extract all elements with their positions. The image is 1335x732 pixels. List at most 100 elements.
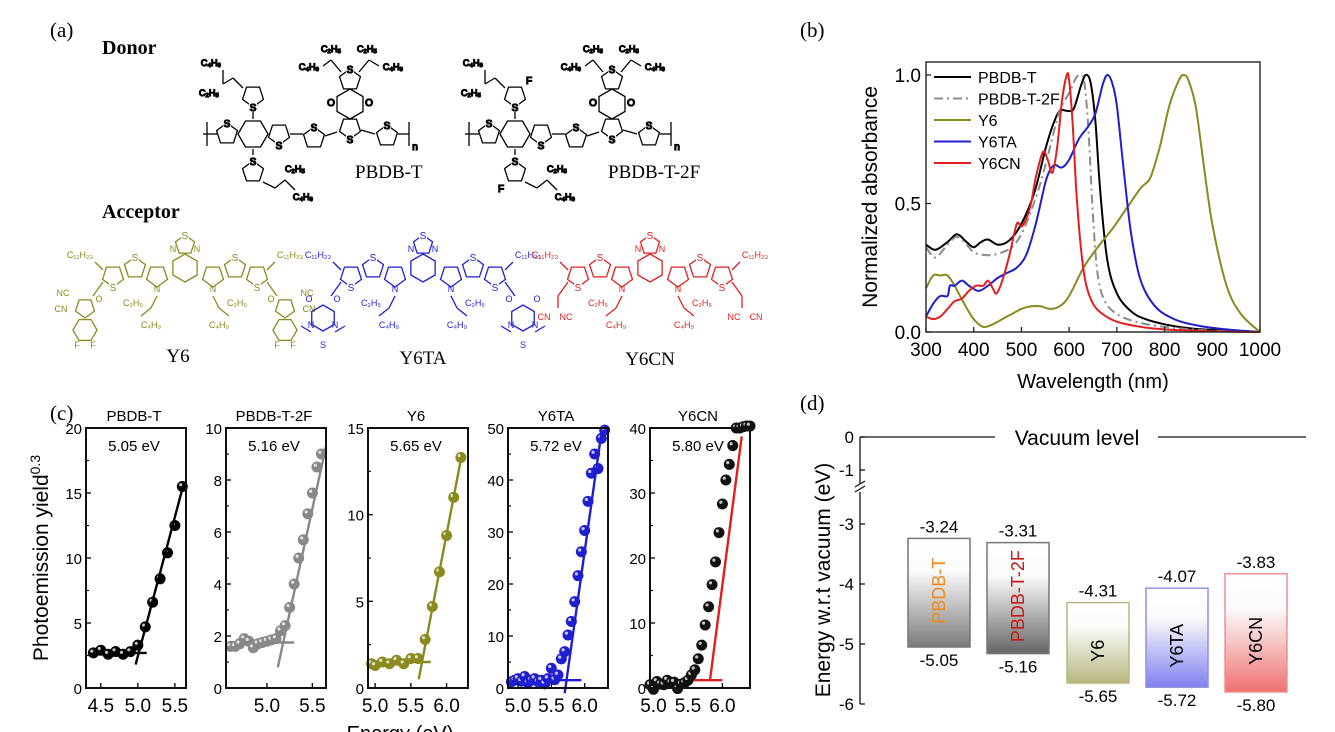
data-point-highlight [712, 558, 716, 562]
energy-bar-y6cn: -3.83 -5.80 Y6CN [1224, 553, 1288, 715]
bond [332, 261, 342, 271]
fluorine-label: F [74, 340, 80, 350]
nitrogen-label: N [675, 284, 682, 294]
bond [484, 77, 496, 85]
oxygen-label: O [95, 294, 102, 304]
y-tick-label: -5 [839, 635, 854, 654]
thiophene-ring [375, 124, 399, 146]
atom-label: S [182, 231, 189, 242]
thiophene-ring [245, 266, 269, 288]
bond [140, 307, 152, 317]
molecule-name-pbdb-t: PBDB-T [355, 162, 423, 183]
axis-break-mark [854, 480, 866, 488]
atom-bg [231, 251, 239, 262]
oxygen-label: O [505, 294, 512, 304]
substituent-label: C₄H₉ [606, 320, 627, 330]
nitrogen-label: N [194, 244, 201, 254]
data-point-highlight [701, 621, 706, 625]
panel-label-a: (a) [50, 18, 73, 42]
data-point-highlight [729, 442, 733, 446]
data-point-highlight [379, 658, 383, 662]
y-tick-label: 40 [629, 421, 646, 438]
substituent-label: C₁₁H₂₃ [67, 250, 94, 260]
y-tick-label: 4 [214, 577, 222, 594]
legend-label-y6ta: Y6TA [978, 135, 1017, 152]
x-tick-label: 5.5 [538, 696, 564, 717]
threshold-annotation: 5.16 eV [248, 438, 300, 455]
onset-fit-line [417, 452, 464, 680]
structure-y6cn: SN NNSSC₁₁H₂₃C₂H₅C₄H₉NCCNNSSC₁₁H₂₃C₂H₅C₄H… [532, 229, 768, 330]
energy-bar-y6: -4.31 -5.65 Y6 [1066, 582, 1130, 706]
subplot-y6: Y6 5.65 eV 0 5 10 15 5.0 5.5 6.0 [347, 408, 469, 717]
bar-rect [1066, 601, 1130, 684]
subplot-y6cn: Y6CN 5.80 eV 0 10 20 30 40 5.0 5.5 6.0 [629, 408, 756, 717]
legend: PBDB-T PBDB-T-2F Y6 Y6TA Y6CN [934, 70, 1060, 173]
thiophene-ring [477, 122, 501, 144]
oxygen-label: O [305, 294, 312, 304]
thiophene-ring [241, 86, 265, 108]
bond [360, 129, 376, 135]
bond [615, 295, 623, 309]
data-point-highlight [591, 450, 595, 454]
threshold-annotation: 5.72 eV [530, 438, 582, 455]
thiophene-ring [267, 124, 291, 146]
data-point-highlight [578, 548, 582, 552]
bond [524, 181, 538, 189]
atom-bg [181, 229, 189, 240]
bond [559, 261, 569, 271]
atom-label: S [597, 253, 604, 264]
atom-bg [383, 119, 391, 130]
nitrogen-label: N [508, 320, 515, 330]
bond [330, 281, 342, 297]
x-axis-label: Wavelength (nm) [1017, 371, 1169, 393]
bond [494, 77, 506, 89]
bar-name-label: Y6TA [1167, 624, 1187, 668]
bond [731, 281, 743, 297]
data-point-highlight [574, 572, 579, 576]
nitrogen-label: N [432, 244, 439, 254]
data-point-highlight [90, 649, 94, 653]
substituent-label: C₂H₅ [588, 298, 608, 308]
bar-name-label: PBDB-T-2F [1008, 550, 1028, 642]
atom-bg [511, 155, 519, 166]
atom-bg [249, 101, 257, 112]
atom-bg [485, 117, 493, 128]
fluorine-label: F [90, 340, 96, 350]
data-point-highlight [127, 648, 131, 652]
data-point-highlight [564, 631, 569, 635]
bond [212, 295, 220, 309]
bond [324, 131, 338, 137]
data-point-highlight [300, 536, 304, 540]
energy-bar-y6ta: -4.07 -5.72 Y6TA [1145, 567, 1209, 710]
atom-bg [537, 139, 545, 150]
atom-label: S [370, 253, 377, 264]
thiophene-ring [637, 124, 661, 146]
bar-name-label: Y6CN [1246, 617, 1266, 665]
data-point [720, 474, 732, 486]
threshold-annotation: 5.05 eV [108, 438, 160, 455]
legend-label-pbdb-t-2f: PBDB-T-2F [978, 92, 1060, 109]
bond [94, 261, 104, 271]
data-point-highlight [531, 675, 535, 679]
atom-bg [347, 281, 355, 292]
y-tick-label: 0 [638, 681, 646, 698]
nitrogen-label: N [170, 244, 177, 254]
substituent-label: C₄H₉ [463, 58, 484, 68]
atom-label: S [276, 141, 283, 152]
substituent-label: C₄H₉ [293, 192, 314, 202]
data-point-highlight [698, 641, 702, 645]
data-point-highlight [670, 678, 675, 682]
substituent-label: CN [538, 312, 551, 322]
data-point [727, 440, 739, 452]
substituent-label: C₂H₅ [199, 88, 219, 98]
atom-label: S [250, 157, 257, 168]
data-point-highlight [584, 497, 589, 502]
data-point-highlight [313, 463, 317, 467]
bond [731, 261, 741, 271]
nitrogen-label: N [659, 244, 666, 254]
data-point-highlight [272, 635, 276, 639]
bond [358, 59, 370, 73]
benzene-ring [511, 304, 535, 332]
oxygen-label: O [327, 98, 335, 109]
data-point-highlight [393, 656, 397, 661]
